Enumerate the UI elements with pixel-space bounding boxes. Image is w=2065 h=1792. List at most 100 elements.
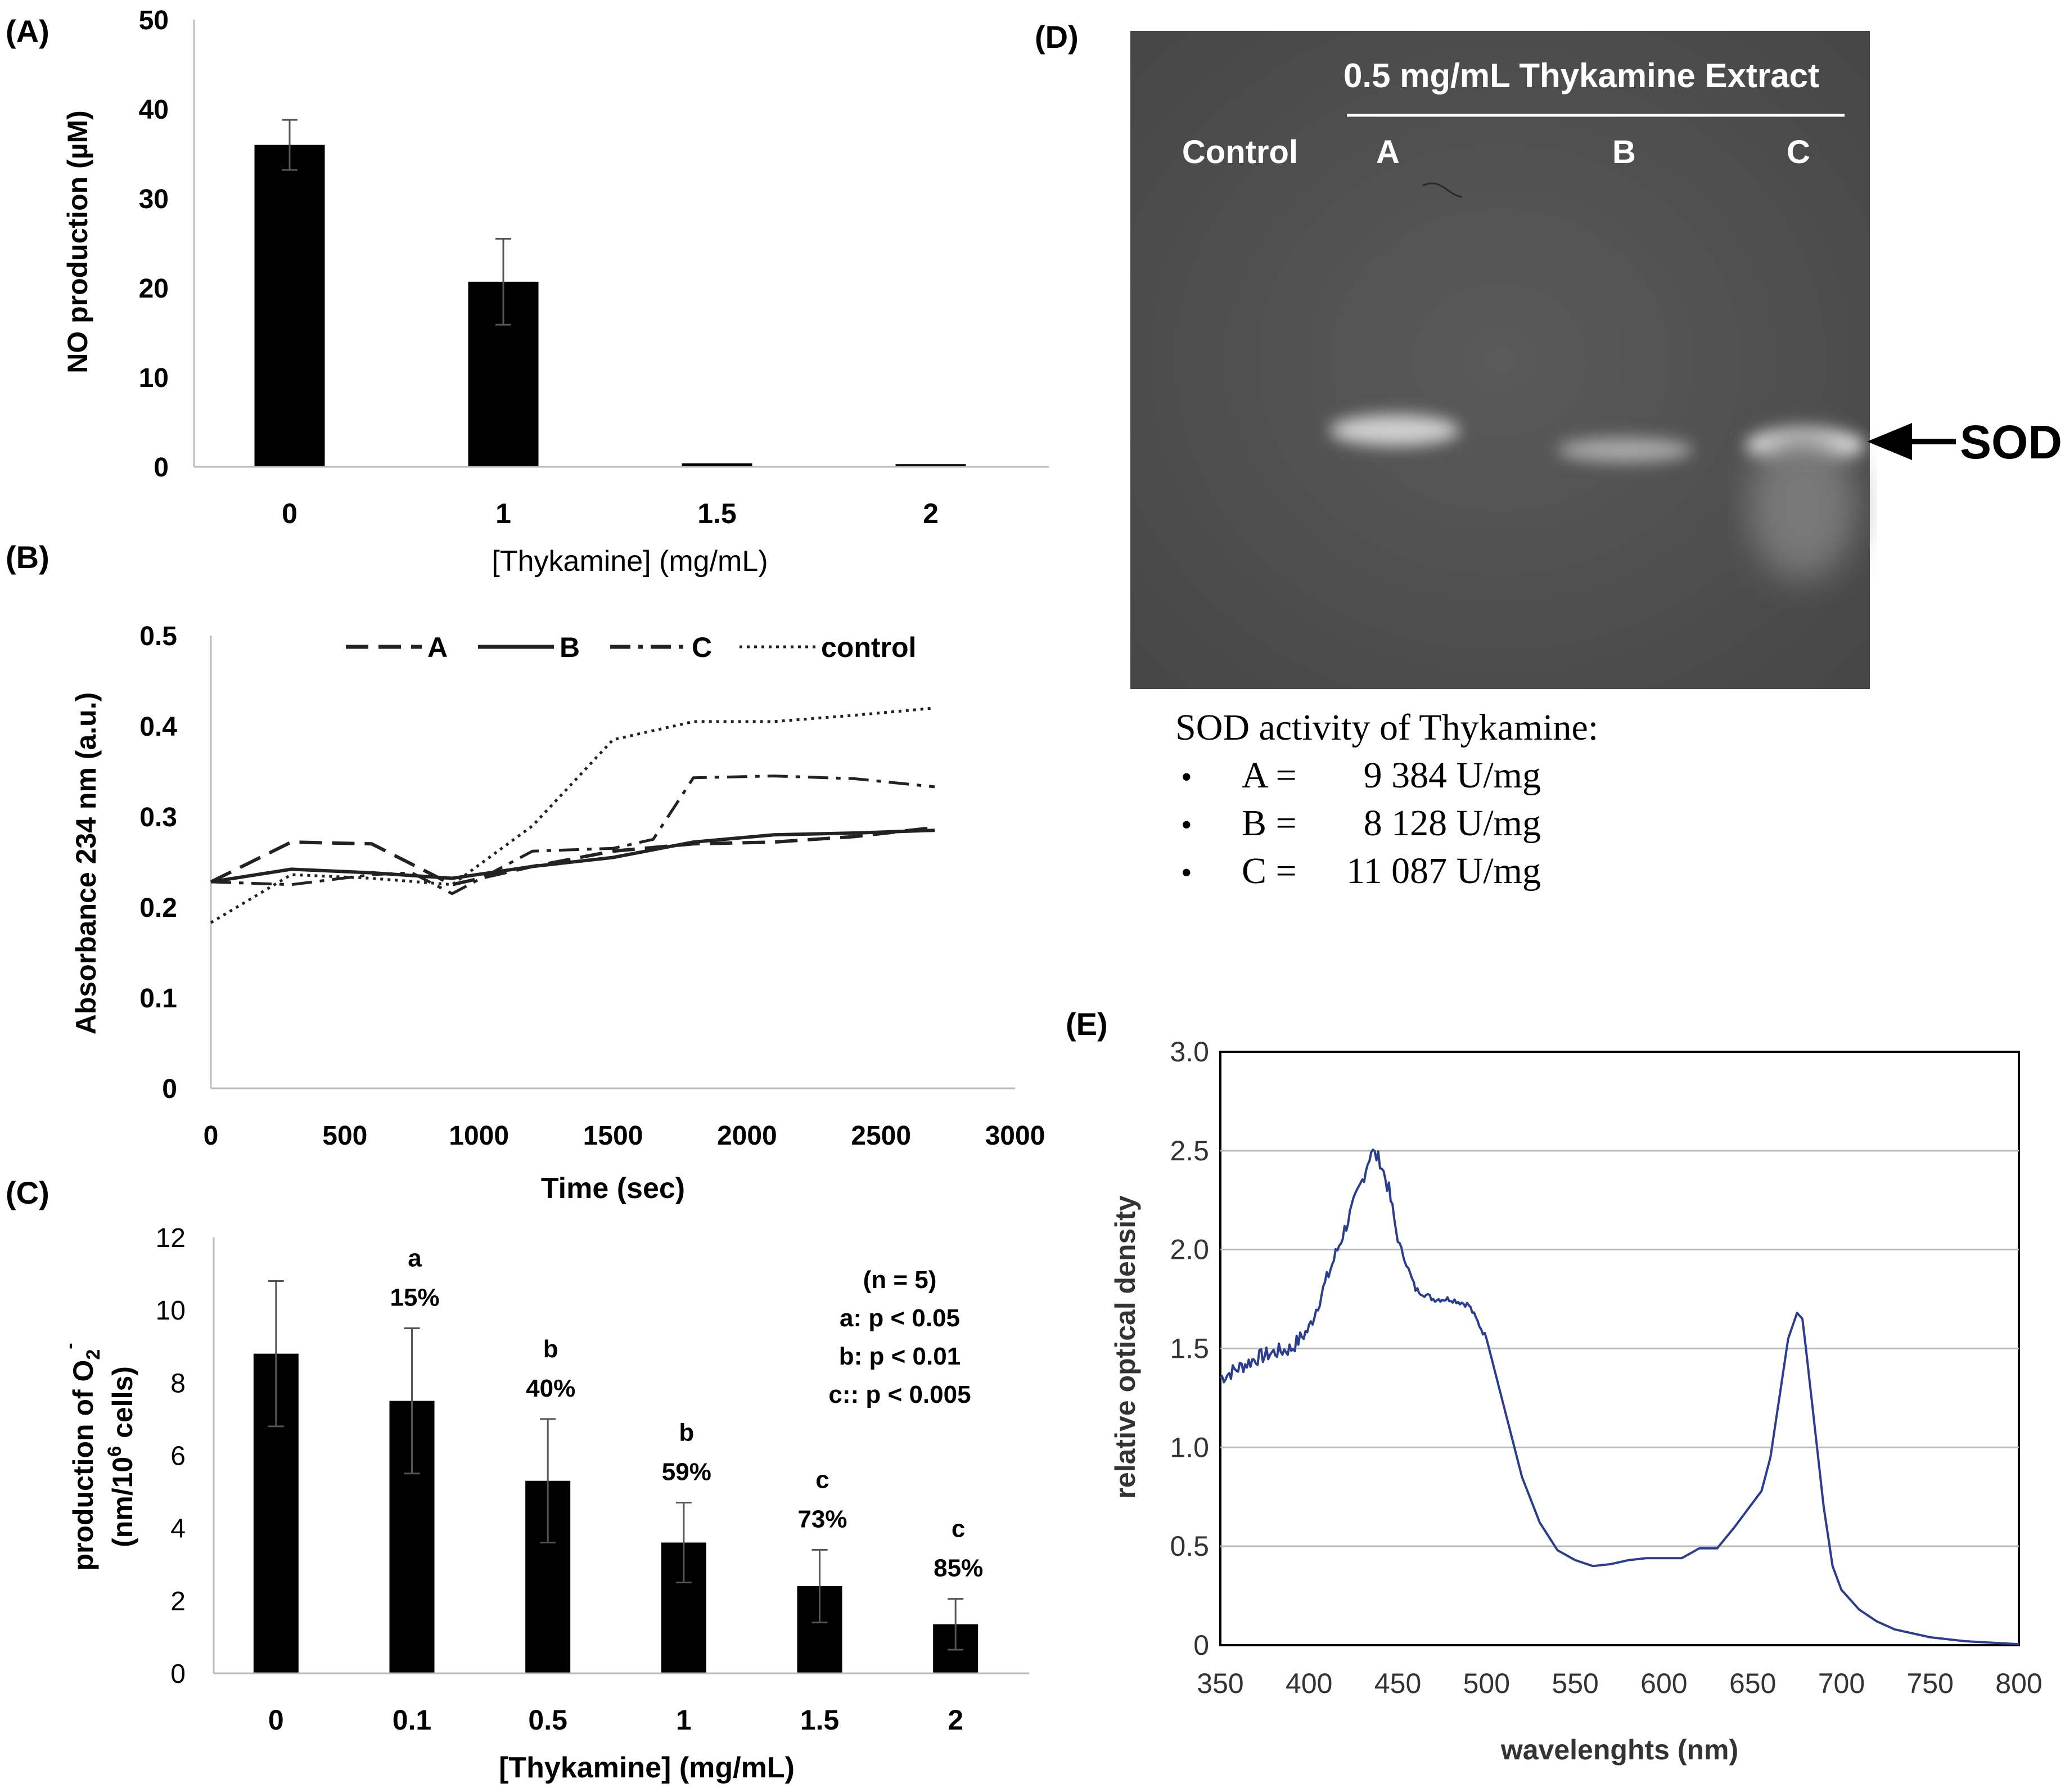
y-tick-label: 1.0 xyxy=(1170,1431,1209,1463)
x-tick-label: 700 xyxy=(1818,1668,1865,1699)
spectrum-line xyxy=(1219,1149,2019,1646)
bar xyxy=(682,463,752,467)
x-tick-label: 750 xyxy=(1907,1668,1954,1699)
y-tick-label: 0.2 xyxy=(139,893,177,923)
panel-b-y-ticks: 0 0.1 0.2 0.3 0.4 0.5 xyxy=(139,622,177,1104)
sod-activity-list: SOD activity of Thykamine: • A = 9 384 U… xyxy=(1175,707,1598,892)
y-tick-label: 2.5 xyxy=(1170,1135,1209,1167)
activity-lane-c: C = xyxy=(1242,850,1297,892)
y-tick-label: 2 xyxy=(170,1587,186,1617)
y-tick-label: 0 xyxy=(162,1074,177,1104)
x-tick-label: 400 xyxy=(1286,1668,1332,1699)
y-tick-label: 0.5 xyxy=(139,622,177,651)
panel-c-ylabel-line2: (nm/106 cells) xyxy=(104,1366,138,1547)
y-tick-label: 0.3 xyxy=(139,803,177,832)
panel-a-x-ticks: 0 1 1.5 2 xyxy=(282,498,939,529)
panel-e-x-axis-label: wavelenghts (nm) xyxy=(1500,1734,1738,1766)
x-tick-label: 0 xyxy=(282,498,297,529)
panel-c-y-ticks: 0 2 4 6 8 10 12 xyxy=(156,1223,186,1689)
y-tick-label: 0.4 xyxy=(139,712,177,742)
series-line-A xyxy=(210,826,935,886)
activity-lane-b: B = xyxy=(1242,803,1297,844)
lane-label-a: A xyxy=(1376,134,1400,170)
x-tick-label: 1.5 xyxy=(800,1704,840,1736)
gel-background xyxy=(1130,31,1870,689)
panel-e-label: (E) xyxy=(1066,1006,1108,1042)
panel-e-gridlines xyxy=(1220,1150,2019,1547)
panel-a-y-axis-label: NO production (µM) xyxy=(62,110,93,373)
y-tick-label: 10 xyxy=(139,363,169,393)
panel-a-label: (A) xyxy=(6,13,49,49)
activity-lane-a: A = xyxy=(1242,755,1297,796)
panel-e-absorption-spectrum: (E) 0 0.5 1.0 1.5 2.0 2.5 3.0 350 400 450 500 550 6… xyxy=(1066,1006,2043,1766)
legend-control-label: control xyxy=(821,632,916,663)
y-tick-label: 50 xyxy=(139,6,169,35)
y-tick-label: 2.0 xyxy=(1170,1234,1209,1266)
gel-image xyxy=(1130,31,1870,689)
x-tick-label: 1500 xyxy=(583,1121,643,1151)
x-tick-label: 0 xyxy=(268,1704,284,1736)
x-tick-label: 2 xyxy=(948,1704,963,1736)
x-tick-label: 450 xyxy=(1374,1668,1421,1699)
x-tick-label: 500 xyxy=(322,1121,367,1151)
panel-b-label: (B) xyxy=(6,539,49,575)
x-tick-label: 2500 xyxy=(851,1121,911,1151)
panel-c-ylabel-line1: production of O2- xyxy=(59,1343,104,1570)
panel-b-x-ticks: 0 500 1000 1500 2000 2500 3000 xyxy=(204,1121,1045,1151)
significance-note: (n = 5) xyxy=(863,1266,937,1294)
percent-inhibition: 59% xyxy=(662,1458,711,1485)
panel-b-legend: A B C control xyxy=(346,632,916,663)
x-tick-label: 650 xyxy=(1729,1668,1776,1699)
significance-note: a: p < 0.05 xyxy=(840,1304,960,1332)
sod-arrow-icon xyxy=(1867,423,1956,460)
activity-value-b: 8 128 U/mg xyxy=(1364,803,1541,844)
panel-b-y-axis-label: Absorbance 234 nm (a.u.) xyxy=(70,692,102,1035)
legend-b-label: B xyxy=(560,632,580,663)
panel-b-x-axis-label: Time (sec) xyxy=(541,1172,685,1205)
bullet-icon: • xyxy=(1181,856,1192,890)
x-tick-label: 3000 xyxy=(985,1121,1045,1151)
panel-c-y-axis-label: production of O2- (nm/106 cells) xyxy=(59,1343,138,1570)
y-tick-label: 4 xyxy=(170,1514,186,1544)
gel-band-lane-a xyxy=(1330,415,1459,446)
significance-letter: a xyxy=(408,1244,422,1272)
bullet-icon: • xyxy=(1181,760,1192,795)
y-tick-label: 0 xyxy=(170,1659,186,1689)
y-tick-label: 10 xyxy=(156,1296,186,1326)
panel-c-x-axis-label: [Thykamine] (mg/mL) xyxy=(499,1752,795,1784)
percent-inhibition: 73% xyxy=(797,1505,847,1533)
y-tick-label: 0.1 xyxy=(139,984,177,1014)
y-tick-label: 30 xyxy=(139,184,169,214)
x-tick-label: 2000 xyxy=(717,1121,777,1151)
series-line-C xyxy=(210,775,935,895)
bullet-icon: • xyxy=(1181,808,1192,843)
x-tick-label: 0.1 xyxy=(393,1704,432,1736)
y-tick-label: 0 xyxy=(1193,1629,1209,1661)
x-tick-label: 1 xyxy=(495,498,511,529)
significance-letter: b xyxy=(543,1335,558,1363)
sod-activity-title: SOD activity of Thykamine: xyxy=(1175,707,1598,748)
y-tick-label: 12 xyxy=(156,1223,186,1253)
panel-e-y-ticks: 0 0.5 1.0 1.5 2.0 2.5 3.0 xyxy=(1170,1036,1209,1661)
x-tick-label: 1.5 xyxy=(697,498,737,529)
y-tick-label: 0 xyxy=(154,453,169,483)
percent-inhibition: 15% xyxy=(390,1284,439,1311)
panel-c-bars: a 15% b 40% b 59% c 73% c 85% xyxy=(253,1244,983,1673)
panel-c-x-ticks: 0 0.1 0.5 1 1.5 2 xyxy=(268,1704,963,1736)
y-tick-label: 1.5 xyxy=(1170,1333,1209,1365)
significance-note: b: p < 0.01 xyxy=(839,1343,961,1370)
panel-a-x-axis-label: [Thykamine] (mg/mL) xyxy=(492,545,768,578)
lane-label-c: C xyxy=(1787,134,1810,170)
y-tick-label: 8 xyxy=(170,1368,186,1398)
gel-artifact xyxy=(1422,182,1463,198)
gel-band-lane-b xyxy=(1558,438,1693,462)
activity-value-a: 9 384 U/mg xyxy=(1364,755,1541,796)
x-tick-label: 600 xyxy=(1640,1668,1687,1699)
y-tick-label: 0.5 xyxy=(1170,1530,1209,1562)
x-tick-label: 2 xyxy=(923,498,939,529)
y-tick-label: 6 xyxy=(170,1442,186,1471)
gel-header-text: 0.5 mg/mL Thykamine Extract xyxy=(1343,57,1819,94)
x-tick-label: 0.5 xyxy=(528,1704,567,1736)
x-tick-label: 350 xyxy=(1197,1668,1243,1699)
